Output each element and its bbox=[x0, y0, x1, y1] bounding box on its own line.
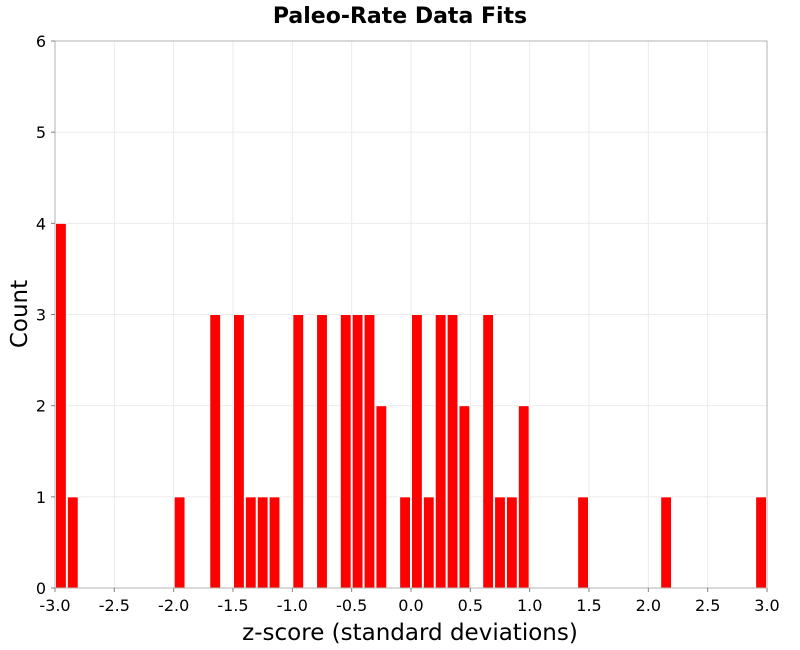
x-tick-label: 1.0 bbox=[517, 596, 542, 615]
histogram-bar bbox=[755, 496, 768, 589]
histogram-bar bbox=[66, 496, 79, 589]
x-tick-label: -0.5 bbox=[336, 596, 367, 615]
histogram-bar bbox=[233, 314, 245, 589]
x-tick-label: 3.0 bbox=[754, 596, 779, 615]
y-tick-label: 0 bbox=[36, 579, 46, 598]
histogram-bar bbox=[660, 496, 673, 589]
y-tick-labels: 0 1 2 3 4 5 6 bbox=[36, 32, 46, 598]
histogram-bar bbox=[256, 496, 269, 589]
tick-marks bbox=[51, 40, 768, 592]
histogram-bar bbox=[422, 496, 435, 589]
y-tick-label: 6 bbox=[36, 32, 46, 51]
histogram-bar bbox=[244, 496, 257, 589]
y-tick-label: 2 bbox=[36, 397, 46, 416]
x-tick-labels: -3.0 -2.5 -2.0 -1.5 -1.0 -0.5 0.0 0.5 1.0 1.5 2.0 2… bbox=[39, 596, 779, 615]
histogram-bar bbox=[482, 314, 495, 589]
y-tick-label: 3 bbox=[36, 306, 46, 325]
x-tick-label: 0.5 bbox=[458, 596, 483, 615]
chart-title: Paleo-Rate Data Fits bbox=[273, 4, 527, 29]
histogram-bar bbox=[351, 314, 364, 589]
histogram-bar bbox=[458, 405, 471, 589]
x-tick-label: 2.0 bbox=[636, 596, 661, 615]
histogram-bar bbox=[316, 314, 328, 589]
histogram-bar bbox=[375, 405, 388, 589]
histogram-bar bbox=[411, 314, 423, 589]
x-tick-label: -2.5 bbox=[99, 596, 130, 615]
x-axis-label: z-score (standard deviations) bbox=[242, 620, 578, 646]
histogram-bar bbox=[505, 496, 518, 589]
histogram-bar bbox=[399, 496, 411, 589]
histogram-bar bbox=[446, 314, 459, 589]
histogram-bar bbox=[434, 314, 447, 589]
histogram-bar bbox=[363, 314, 376, 589]
histogram-bar bbox=[494, 496, 506, 589]
x-tick-label: -3.0 bbox=[39, 596, 70, 615]
y-tick-label: 5 bbox=[36, 123, 46, 142]
x-tick-label: -2.0 bbox=[158, 596, 189, 615]
y-tick-label: 4 bbox=[36, 214, 46, 233]
x-tick-label: -1.0 bbox=[277, 596, 308, 615]
histogram-bar bbox=[339, 314, 352, 589]
histogram-bar bbox=[517, 405, 530, 589]
x-tick-label: 1.5 bbox=[576, 596, 601, 615]
x-tick-label: -1.5 bbox=[217, 596, 248, 615]
x-tick-label: 0.0 bbox=[398, 596, 423, 615]
histogram-bar bbox=[209, 314, 222, 589]
y-axis-label: Count bbox=[7, 280, 33, 348]
y-tick-label: 1 bbox=[36, 488, 46, 507]
histogram-bar bbox=[577, 496, 590, 589]
histogram-bar bbox=[268, 496, 281, 589]
histogram-bar bbox=[55, 222, 67, 589]
x-tick-label: 2.5 bbox=[695, 596, 720, 615]
histogram-bars bbox=[55, 222, 768, 589]
histogram-bar bbox=[292, 314, 305, 589]
histogram-bar bbox=[173, 496, 186, 589]
